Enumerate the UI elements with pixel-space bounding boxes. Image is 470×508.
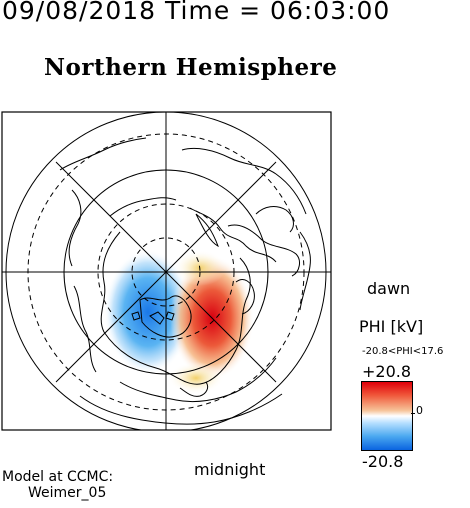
map-frame bbox=[1, 111, 332, 431]
colorbar-zero-tick bbox=[411, 413, 415, 414]
model-credit-line1: Model at CCMC: bbox=[2, 469, 114, 485]
polar-map bbox=[1, 111, 332, 431]
colorbar-range: -20.8<PHI<17.6 bbox=[362, 346, 444, 357]
dawn-label: dawn bbox=[367, 279, 411, 298]
colorbar-title: PHI [kV] bbox=[359, 317, 424, 336]
colorbar-max-label: +20.8 bbox=[362, 362, 412, 381]
negative-potential-cell bbox=[104, 250, 192, 374]
colorbar bbox=[361, 381, 413, 451]
midnight-label: midnight bbox=[194, 460, 266, 479]
coastlines bbox=[59, 137, 311, 425]
longitude-grid bbox=[2, 112, 331, 430]
colorbar-zero-label: 0 bbox=[416, 404, 423, 417]
colorbar-min-label: -20.8 bbox=[362, 452, 404, 471]
positive-potential-edge-2 bbox=[168, 362, 224, 394]
hemisphere-title: Northern Hemisphere bbox=[44, 54, 338, 81]
model-credit-line2: Weimer_05 bbox=[28, 485, 107, 501]
timestamp-text: 09/08/2018 Time = 06:03:00 bbox=[2, 0, 391, 25]
